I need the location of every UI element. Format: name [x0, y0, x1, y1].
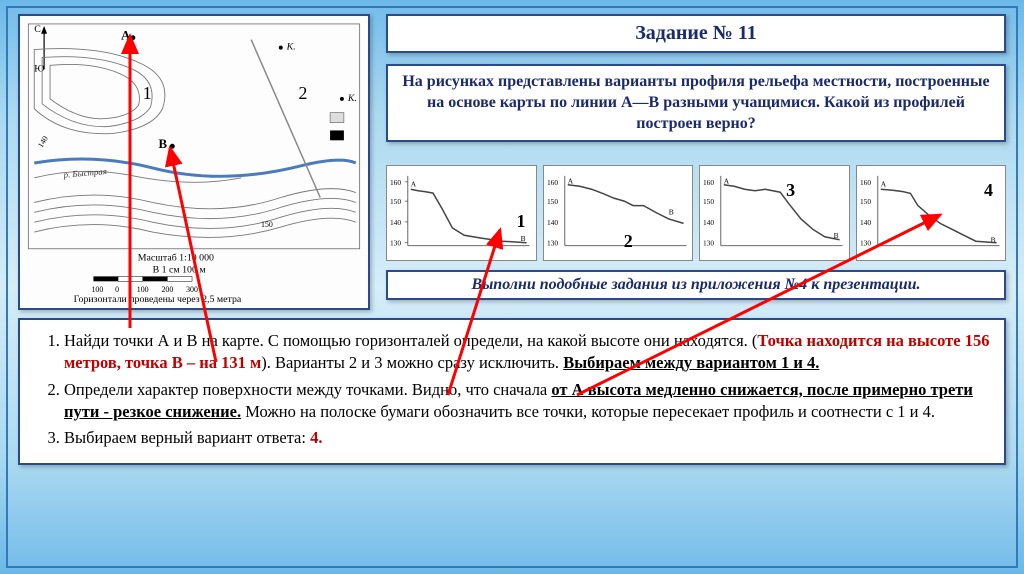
svg-text:130: 130: [546, 239, 557, 248]
svg-text:В: В: [990, 236, 995, 245]
svg-text:150: 150: [859, 197, 870, 206]
profile-label-4: 4: [984, 180, 993, 201]
svg-text:В: В: [159, 137, 168, 151]
profile-label-2: 2: [624, 231, 633, 252]
scale-text: Масштаб 1:10 000: [138, 253, 214, 264]
svg-text:140: 140: [546, 218, 557, 227]
svg-text:К.: К.: [347, 93, 357, 104]
svg-text:А: А: [567, 176, 573, 185]
question-text: На рисунках представлены варианты профил…: [402, 73, 989, 132]
svg-text:100: 100: [137, 285, 149, 294]
profile-charts-row: 130 140 150 160 А В 1 130 140 150 160 А: [386, 165, 1006, 261]
svg-text:130: 130: [390, 239, 401, 248]
svg-text:А: А: [411, 179, 417, 188]
svg-text:К.: К.: [286, 42, 296, 53]
svg-text:А: А: [724, 176, 730, 185]
svg-text:С: С: [34, 24, 41, 35]
profile-2: 130 140 150 160 А В 2: [543, 165, 694, 261]
title-text: Задание № 11: [635, 22, 757, 44]
svg-text:300: 300: [186, 285, 198, 294]
svg-text:Ю: Ю: [34, 63, 44, 74]
profile-label-3: 3: [786, 180, 795, 201]
svg-text:140: 140: [390, 218, 401, 227]
svg-text:200: 200: [161, 285, 173, 294]
svg-text:150: 150: [390, 197, 401, 206]
hint-box: Выполни подобные задания из приложения №…: [386, 270, 1006, 300]
svg-text:А: А: [121, 29, 131, 43]
svg-text:0: 0: [115, 285, 119, 294]
svg-text:160: 160: [546, 178, 557, 187]
svg-text:р. Быстрая: р. Быстрая: [62, 166, 107, 180]
svg-text:140: 140: [36, 134, 50, 149]
svg-text:160: 160: [390, 178, 401, 187]
question-box: На рисунках представлены варианты профил…: [386, 64, 1006, 142]
profile-1: 130 140 150 160 А В 1: [386, 165, 537, 261]
contour-note: Горизонтали проведены через 2,5 метра: [74, 294, 242, 304]
svg-text:140: 140: [859, 218, 870, 227]
scale-sub: В 1 см 100 м: [153, 264, 207, 275]
task-title: Задание № 11: [386, 14, 1006, 53]
svg-text:150: 150: [703, 197, 714, 206]
profile-label-1: 1: [517, 211, 526, 232]
svg-text:150: 150: [261, 220, 273, 229]
svg-text:160: 160: [859, 178, 870, 187]
topographic-map: С Ю р. Быстрая А В К. К. 1 2: [18, 14, 370, 310]
solution-step-1: Найди точки А и В на карте. С помощью го…: [64, 330, 990, 375]
svg-text:1: 1: [143, 83, 152, 103]
svg-text:130: 130: [703, 239, 714, 248]
svg-text:150: 150: [546, 197, 557, 206]
svg-text:А: А: [880, 179, 886, 188]
svg-text:2: 2: [299, 83, 308, 103]
svg-text:В: В: [668, 207, 673, 216]
svg-text:130: 130: [859, 239, 870, 248]
solution-step-3: Выбираем верный вариант ответа: 4.: [64, 427, 990, 449]
solution-step-2: Определи характер поверхности между точк…: [64, 379, 990, 424]
profile-4: 130 140 150 160 А В 4: [856, 165, 1007, 261]
svg-text:100: 100: [91, 285, 103, 294]
svg-text:160: 160: [703, 178, 714, 187]
solution-box: Найди точки А и В на карте. С помощью го…: [18, 318, 1006, 465]
hint-text: Выполни подобные задания из приложения №…: [472, 276, 921, 293]
profile-3: 130140 150160 А В 3: [699, 165, 850, 261]
svg-text:140: 140: [703, 218, 714, 227]
